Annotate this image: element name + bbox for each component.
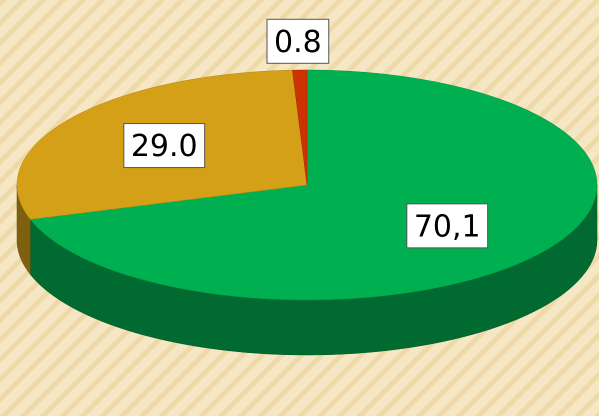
pie-tops bbox=[16, 69, 598, 301]
pie-slice bbox=[292, 69, 308, 186]
data-labels: 70,1 29.0 0.8 bbox=[123, 18, 489, 249]
data-label: 0.8 bbox=[274, 25, 322, 60]
data-label-box bbox=[123, 123, 206, 169]
data-label-box bbox=[406, 203, 489, 249]
data-label: 29.0 bbox=[131, 129, 198, 164]
data-label: 70,1 bbox=[414, 209, 481, 244]
data-label-box bbox=[266, 18, 330, 64]
